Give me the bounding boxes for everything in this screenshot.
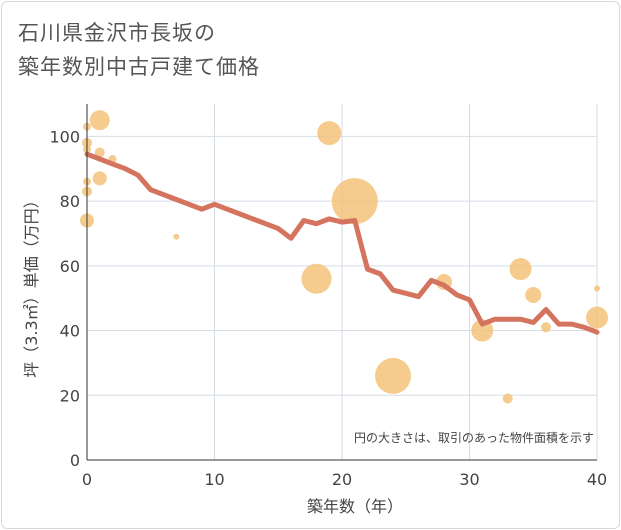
data-bubble	[92, 171, 107, 186]
data-bubble	[317, 121, 342, 146]
chart-title-line-1: 石川県金沢市長坂の	[18, 21, 216, 45]
data-bubble	[94, 147, 105, 158]
data-bubble	[541, 322, 551, 333]
y-tick-label: 40	[60, 322, 80, 341]
x-tick-label: 10	[204, 470, 224, 489]
y-axis-title: 坪（3.3㎡）単価（万円）	[22, 192, 41, 377]
data-bubble	[509, 258, 532, 281]
grid-layer	[87, 104, 598, 460]
x-tick-label: 0	[82, 470, 92, 489]
data-bubble	[594, 285, 600, 292]
y-tick-label: 0	[70, 451, 80, 470]
data-bubble	[331, 178, 378, 225]
bubble-layer	[80, 110, 608, 404]
x-tick-label: 40	[587, 470, 607, 489]
y-tick-label: 80	[60, 192, 80, 211]
line-layer	[84, 151, 600, 335]
y-tick-label: 20	[60, 386, 80, 405]
data-bubble	[89, 110, 110, 131]
y-tick-label: 100	[49, 127, 80, 146]
chart-title-line-2: 築年数別中古戸建て価格	[18, 55, 260, 79]
x-tick-label: 30	[459, 470, 479, 489]
data-bubble	[525, 286, 542, 303]
chart-title: 石川県金沢市長坂の 築年数別中古戸建て価格	[18, 16, 260, 84]
x-axis-title: 築年数（年）	[307, 497, 403, 516]
data-bubble	[586, 306, 608, 329]
size-annotation: 円の大きさは、取引のあった物件面積を示す	[354, 430, 594, 445]
axis-layer	[86, 104, 597, 461]
data-bubble	[375, 357, 411, 394]
x-tick-label: 20	[332, 470, 352, 489]
data-bubble	[471, 319, 494, 342]
data-bubble	[301, 263, 332, 294]
tick-layer: 0 10 20 30 40 0 20 40 60 80 100	[49, 127, 607, 489]
y-tick-label: 60	[60, 257, 80, 276]
data-bubble	[502, 393, 513, 404]
data-bubble	[173, 233, 180, 240]
average-line	[84, 151, 600, 335]
